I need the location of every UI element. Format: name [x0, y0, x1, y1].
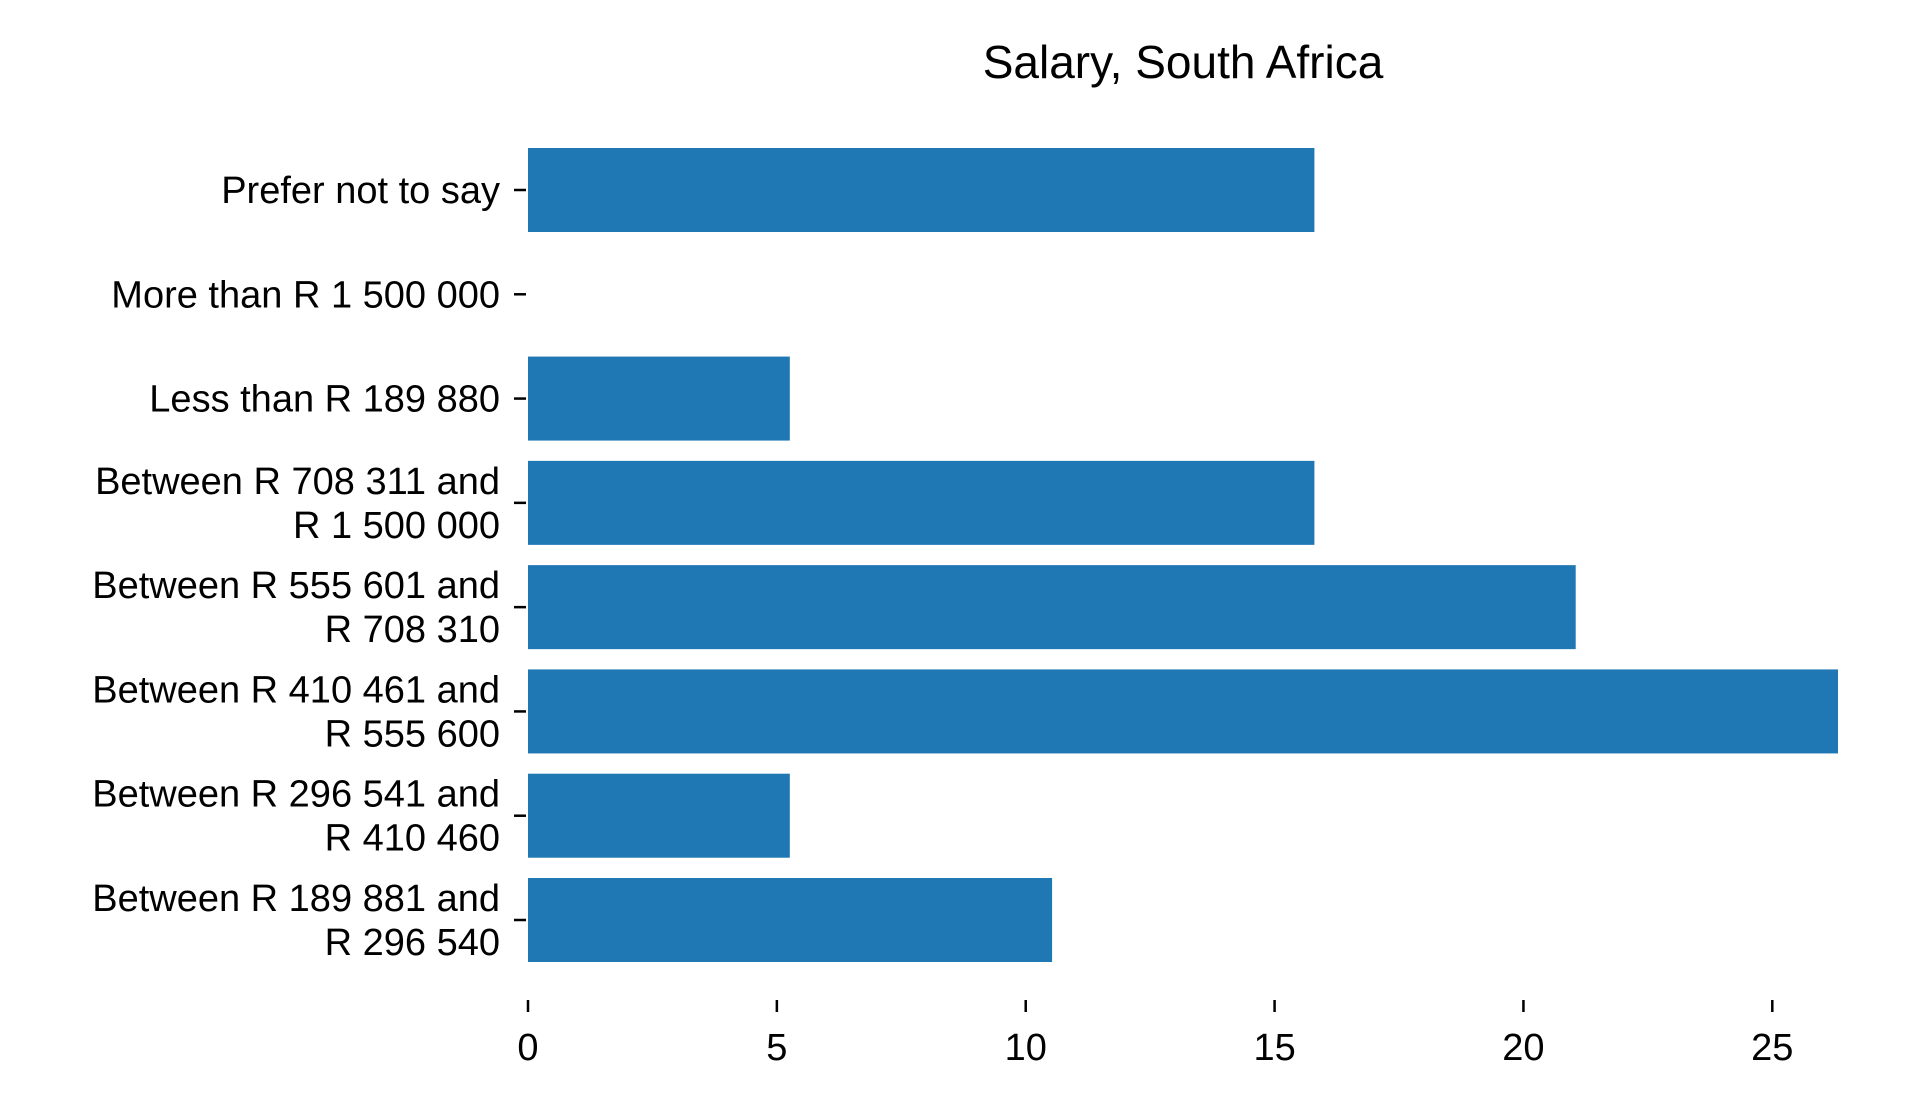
x-axis: 0 5 10 15 20 25 [517, 1000, 1793, 1069]
bar [528, 565, 1576, 650]
bar [528, 460, 1315, 545]
y-tick-label-line: Prefer not to say [221, 170, 500, 212]
y-tick-label-line: Between R 555 601 and [92, 565, 500, 607]
bar [528, 148, 1315, 232]
bar [528, 773, 790, 858]
x-tick-label: 0 [517, 1027, 538, 1069]
y-tick-label-line: Less than R 189 880 [149, 379, 500, 421]
x-tick-label: 5 [766, 1027, 787, 1069]
y-tick-label-line: Between R 708 311 and [95, 461, 500, 503]
y-tick-label: Less than R 189 880 [149, 379, 500, 421]
x-tick-label: 10 [1005, 1027, 1047, 1069]
y-tick-label-line: R 296 540 [325, 922, 500, 964]
chart-title: Salary, South Africa [983, 36, 1384, 88]
y-axis: Prefer not to say More than R 1 500 000 Le… [92, 170, 526, 964]
x-tick-label: 20 [1502, 1027, 1544, 1069]
y-tick-label: Between R 708 311 and R 1 500 000 [95, 461, 500, 547]
y-tick-label: Between R 189 881 and R 296 540 [92, 878, 500, 964]
x-tick-label: 25 [1751, 1027, 1793, 1069]
y-tick-label: Between R 410 461 and R 555 600 [92, 669, 500, 755]
bar [528, 878, 1053, 962]
y-tick-label: Between R 555 601 and R 708 310 [92, 565, 500, 651]
y-tick-label-line: R 555 600 [325, 713, 500, 755]
y-tick-label-line: Between R 410 461 and [92, 669, 500, 711]
y-tick-label-line: Between R 296 541 and [92, 774, 500, 816]
y-tick-label-line: R 1 500 000 [293, 505, 500, 547]
y-tick-label: More than R 1 500 000 [111, 274, 500, 316]
bar [528, 669, 1838, 754]
y-tick-label-line: Between R 189 881 and [92, 878, 500, 920]
bars-layer [528, 148, 1838, 962]
y-tick-label: Prefer not to say [221, 170, 500, 212]
y-tick-label: Between R 296 541 and R 410 460 [92, 774, 500, 860]
y-tick-label-line: More than R 1 500 000 [111, 274, 500, 316]
x-tick-label: 15 [1253, 1027, 1295, 1069]
y-tick-label-line: R 410 460 [325, 818, 500, 860]
bar [528, 356, 790, 441]
y-tick-label-line: R 708 310 [325, 609, 500, 651]
